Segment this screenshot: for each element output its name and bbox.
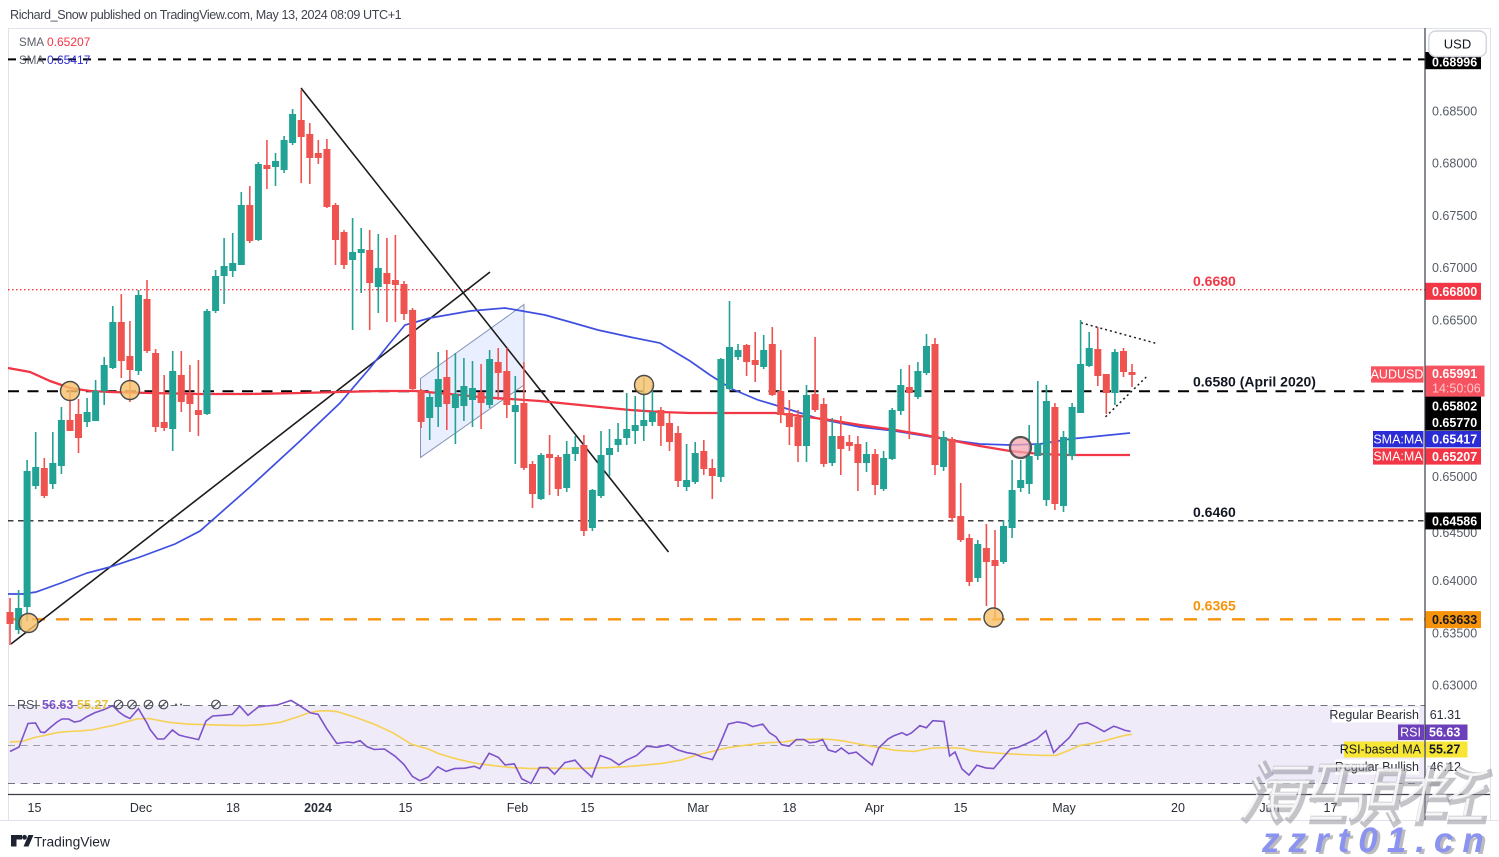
svg-text:0.63500: 0.63500 [1432, 626, 1477, 640]
svg-text:0.64586: 0.64586 [1432, 514, 1477, 528]
svg-text:18: 18 [226, 801, 240, 815]
svg-text:0.66500: 0.66500 [1432, 313, 1477, 327]
svg-text:0.6365: 0.6365 [1193, 598, 1236, 614]
svg-text:0.65991: 0.65991 [1432, 367, 1477, 381]
svg-text:0.66800: 0.66800 [1432, 285, 1477, 299]
svg-text:zzrt01.cn: zzrt01.cn [1264, 823, 1496, 857]
svg-text:0.67000: 0.67000 [1432, 261, 1477, 275]
svg-text:RSI: RSI [1400, 726, 1421, 740]
svg-text:0.6680: 0.6680 [1193, 273, 1236, 289]
svg-text:0.65802: 0.65802 [1432, 400, 1477, 414]
svg-text:55.27: 55.27 [77, 698, 108, 712]
svg-text:0.65207: 0.65207 [47, 35, 91, 49]
svg-text:zzrt01.cn: zzrt01.cn [1261, 821, 1493, 857]
svg-text:USD: USD [1444, 37, 1471, 52]
svg-text:May: May [1052, 801, 1076, 815]
svg-text:0.68500: 0.68500 [1432, 105, 1477, 119]
svg-text:SMA: SMA [19, 54, 44, 67]
svg-text:Dec: Dec [130, 801, 152, 815]
svg-text:55.27: 55.27 [1429, 743, 1460, 757]
svg-text:Regular Bearish: Regular Bearish [1329, 708, 1419, 722]
svg-text:0.64000: 0.64000 [1432, 574, 1477, 588]
svg-text:15: 15 [399, 801, 413, 815]
svg-text:56.63: 56.63 [42, 698, 73, 712]
svg-text:RSI-based MA: RSI-based MA [1340, 743, 1422, 757]
svg-text:0.68000: 0.68000 [1432, 157, 1477, 171]
svg-text:0.68996: 0.68996 [1432, 56, 1477, 70]
svg-text:TradingView: TradingView [34, 835, 110, 850]
svg-text:Feb: Feb [507, 801, 529, 815]
svg-text:56.63: 56.63 [1429, 726, 1460, 740]
svg-text:61.31: 61.31 [1430, 708, 1461, 722]
svg-text:0.65417: 0.65417 [1432, 433, 1477, 447]
svg-text:0.6580 (April 2020): 0.6580 (April 2020) [1193, 374, 1316, 390]
svg-text:Apr: Apr [865, 801, 884, 815]
svg-text:0.65417: 0.65417 [47, 53, 91, 67]
svg-text:Mar: Mar [687, 801, 709, 815]
svg-text:15: 15 [954, 801, 968, 815]
svg-text:14:50:06: 14:50:06 [1432, 382, 1481, 396]
svg-text:15: 15 [28, 801, 42, 815]
svg-text:Richard_Snow published on Trad: Richard_Snow published on TradingView.co… [10, 8, 402, 22]
svg-text:20: 20 [1171, 801, 1185, 815]
svg-text:0.65207: 0.65207 [1432, 450, 1477, 464]
svg-text:2024: 2024 [304, 801, 332, 815]
svg-text:0.65770: 0.65770 [1432, 416, 1477, 430]
svg-text:18: 18 [783, 801, 797, 815]
svg-text:0.65000: 0.65000 [1432, 470, 1477, 484]
svg-text:0.6460: 0.6460 [1193, 504, 1236, 520]
svg-text:SMA:MA: SMA:MA [1373, 432, 1423, 446]
svg-text:15: 15 [581, 801, 595, 815]
svg-text:SMA: SMA [19, 36, 44, 49]
svg-text:AUDUSD: AUDUSD [1371, 368, 1424, 382]
svg-text:0.63000: 0.63000 [1432, 679, 1477, 693]
svg-text:0.63633: 0.63633 [1432, 613, 1477, 627]
svg-text:0.67500: 0.67500 [1432, 209, 1477, 223]
svg-text:SMA:MA: SMA:MA [1373, 450, 1423, 464]
svg-text:RSI: RSI [17, 698, 38, 712]
